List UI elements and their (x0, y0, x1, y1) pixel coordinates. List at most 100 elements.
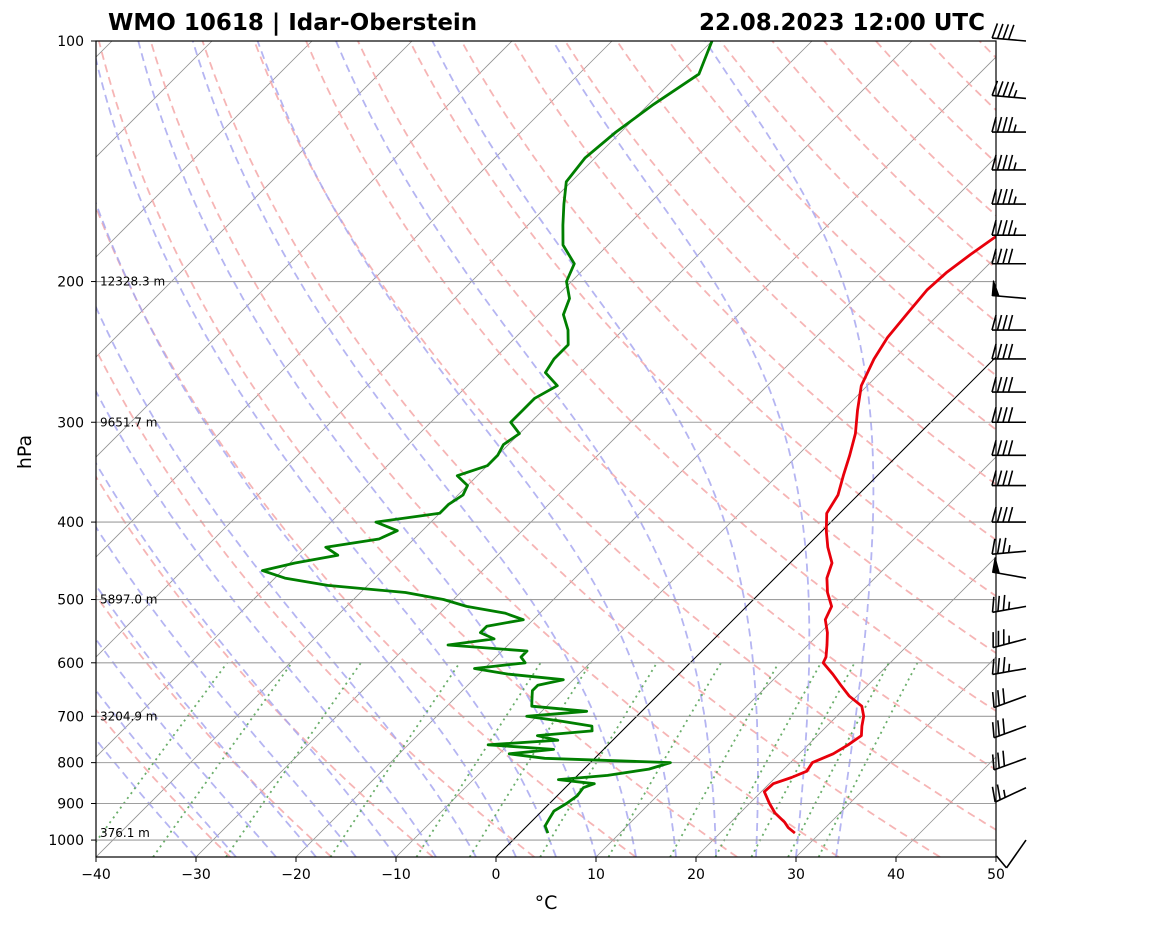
wind-barb-flag (996, 314, 1003, 331)
wind-barb-flag (1002, 688, 1006, 704)
wind-barb (991, 376, 1026, 393)
sounding-traces (261, 41, 996, 835)
wind-barb (991, 314, 1026, 331)
mixing-ratio-line (225, 662, 362, 857)
dry-adiabat-line (357, 41, 996, 713)
wind-barb-flag (997, 752, 1001, 769)
x-axis-label: °C (535, 892, 558, 914)
wind-barb-flag (996, 116, 1003, 133)
isotherm-line (96, 41, 913, 857)
y-tick-label: 900 (57, 797, 84, 813)
wind-barb (991, 506, 1026, 523)
dry-adiabat-line (616, 41, 996, 431)
wind-barb-half-flag (1007, 601, 1011, 610)
x-tick-label: −20 (281, 867, 311, 883)
y-tick-label: 700 (57, 709, 84, 725)
wind-barb-flag (991, 596, 995, 613)
mixing-ratio-line (669, 662, 780, 857)
wind-barb-flag (997, 690, 1001, 706)
wind-barb-flag (991, 691, 995, 708)
wind-barb-flag (996, 376, 1003, 393)
zero-isotherm-line (495, 356, 996, 857)
wind-barb (991, 219, 1026, 237)
mixing-ratio-line (468, 662, 592, 857)
wind-barb-half-flag (1003, 789, 1006, 798)
wind-barb (995, 839, 1027, 869)
moist-adiabat-line (96, 55, 557, 857)
wind-barb-flag (1007, 154, 1014, 171)
wind-barb-flag (991, 786, 996, 803)
dry-adiabat-line (96, 347, 535, 857)
wind-barb-flag (991, 538, 996, 555)
wind-barb-flag (991, 116, 997, 133)
wind-barb-flag (991, 314, 997, 331)
wind-barb-flag (997, 657, 1001, 674)
wind-barb-flag (1007, 376, 1014, 393)
isotherm-line (96, 41, 613, 558)
wind-barb (991, 440, 1026, 457)
isotherm-line (96, 41, 713, 658)
wind-barb (991, 784, 1027, 803)
chart-title-station: WMO 10618 | Idar-Oberstein (108, 10, 477, 36)
isotherm-line (96, 41, 413, 358)
isotherm-line (295, 156, 996, 857)
wind-barb-flag (1007, 440, 1014, 456)
wind-barb-staff (1005, 839, 1027, 869)
moist-adiabat-line (256, 41, 677, 857)
wind-barb (991, 80, 1027, 100)
wind-barb-flag (997, 720, 1001, 736)
dry-adiabat-line (253, 41, 996, 831)
isotherm-line (96, 41, 513, 458)
wind-barb-flag (991, 154, 997, 171)
y-tick-label: 400 (57, 515, 84, 531)
wind-barb-flag (996, 343, 1003, 360)
wind-barb-flag (997, 595, 1001, 612)
isotherm-line (795, 656, 996, 857)
height-label: 12328.3 m (100, 275, 165, 289)
wind-barb-pennant (991, 557, 1001, 574)
wind-barb-flag (996, 154, 1003, 171)
y-tick-label: 1000 (48, 833, 84, 849)
y-axis: 100 200 300 400 500 600 700 800 900 1000 (48, 34, 96, 849)
wind-barb-flag (991, 23, 999, 39)
wind-barb-flag (1007, 470, 1014, 486)
wind-barb-flag (1007, 82, 1015, 98)
wind-barb-flag (1002, 506, 1008, 523)
wind-barb-flag (1002, 407, 1008, 423)
wind-barb-flag (996, 470, 1003, 486)
wind-barb-flag (996, 248, 1003, 264)
wind-barb (991, 280, 1027, 300)
isotherm-line (96, 41, 313, 258)
y-tick-label: 300 (57, 415, 84, 431)
chart-title-time: 22.08.2023 12:00 UTC (699, 10, 985, 36)
wind-barb-flag (991, 722, 995, 738)
wind-barb (991, 750, 1027, 771)
wind-barb (991, 718, 1027, 739)
y-axis-label: hPa (14, 435, 36, 469)
moist-adiabat-line (191, 41, 637, 857)
wind-barb-flag (1002, 188, 1008, 205)
wind-barb-flag (1007, 506, 1014, 523)
wind-barb-half-flag (1013, 227, 1017, 236)
wind-barb-flag (991, 188, 997, 205)
wind-barb (991, 343, 1026, 360)
moist-adiabat-line (96, 305, 477, 857)
wind-barb-flag (996, 188, 1003, 205)
wind-barb-pennant (991, 280, 1000, 297)
isotherm-line (695, 556, 996, 857)
dry-adiabat-line (408, 41, 996, 655)
y-tick-label: 800 (57, 756, 84, 772)
dry-adiabat-line (564, 41, 996, 486)
wind-barb-flag (1007, 116, 1014, 133)
moist-adiabat-line (96, 389, 437, 857)
y-tick-label: 200 (57, 275, 84, 291)
wind-barb-flag (996, 407, 1003, 423)
moist-adiabat-line (96, 461, 397, 857)
x-tick-label: 30 (787, 867, 805, 883)
wind-barb-flag (996, 23, 1004, 39)
wind-barb-flag (996, 784, 1001, 800)
x-tick-label: 40 (887, 867, 905, 883)
dry-adiabat-line (98, 41, 738, 857)
wind-barb-flag (1002, 116, 1008, 133)
